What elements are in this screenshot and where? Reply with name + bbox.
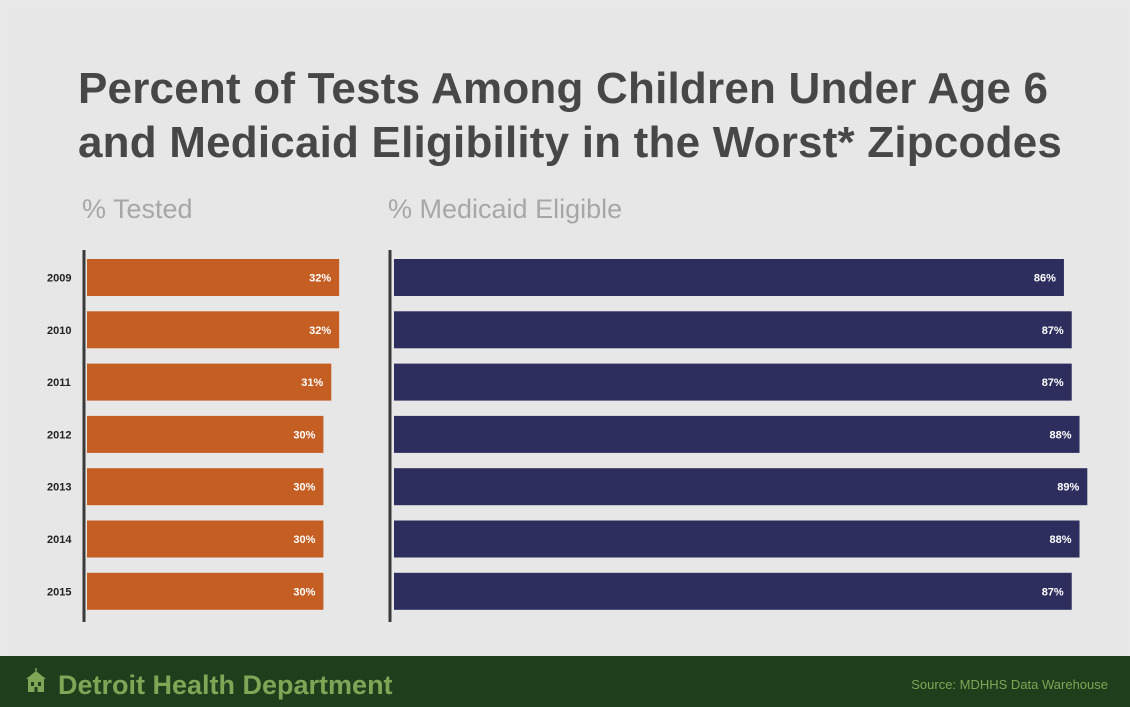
medicaid-panel-title: % Medicaid Eligible: [388, 194, 623, 224]
building-icon: [26, 668, 46, 692]
chart-title: Percent of Tests Among Children Under Ag…: [78, 62, 1118, 170]
chart-title-line-1: Percent of Tests Among Children Under Ag…: [78, 64, 1049, 113]
source-note: Source: MDHHS Data Warehouse: [911, 677, 1108, 692]
medicaid-value-label: 87%: [1042, 586, 1064, 598]
year-tick-label: 2013: [47, 482, 71, 494]
medicaid-value-label: 86%: [1034, 273, 1056, 285]
medicaid-value-label: 88%: [1049, 429, 1071, 441]
year-tick-label: 2015: [47, 586, 71, 598]
tested-value-label: 30%: [293, 534, 315, 546]
year-tick-label: 2011: [47, 377, 71, 389]
year-tick-label: 2010: [47, 325, 71, 337]
tested-value-label: 31%: [301, 377, 323, 389]
tested-value-label: 30%: [293, 482, 315, 494]
year-tick-label: 2012: [47, 429, 71, 441]
tested-value-label: 32%: [309, 273, 331, 285]
medicaid-bar-2014: [394, 520, 1080, 558]
medicaid-bar-2012: [394, 415, 1080, 453]
medicaid-value-label: 89%: [1057, 482, 1079, 494]
tested-bar-2013: [87, 468, 324, 506]
tested-bar-2012: [87, 415, 324, 453]
medicaid-value-label: 87%: [1042, 377, 1064, 389]
medicaid-bar-2009: [394, 259, 1064, 296]
tested-bar-2015: [87, 572, 324, 610]
year-tick-label: 2014: [47, 534, 72, 546]
chart-title-line-2: and Medicaid Eligibility in the Worst* Z…: [78, 118, 1063, 167]
tested-bar-2010: [87, 311, 340, 349]
medicaid-value-label: 87%: [1042, 325, 1064, 337]
tested-value-label: 30%: [293, 586, 315, 598]
footer-bar: [0, 656, 1130, 707]
medicaid-bar-2013: [394, 468, 1088, 506]
year-tick-label: 2009: [47, 273, 71, 285]
organization-name: Detroit Health Department: [58, 670, 393, 700]
medicaid-bar-2015: [394, 572, 1072, 610]
tested-bar-2009: [87, 259, 340, 296]
tested-bar-2014: [87, 520, 324, 558]
tested-bar-2011: [87, 363, 332, 401]
medicaid-value-label: 88%: [1049, 534, 1071, 546]
bar-charts: 32% 2009 32% 2010 31% 2011 30% 2012 30% 2013 30% 20…: [47, 250, 1088, 622]
tested-panel-title: % Tested: [82, 194, 193, 224]
tested-value-label: 30%: [293, 429, 315, 441]
tested-value-label: 32%: [309, 325, 331, 337]
medicaid-bar-2011: [394, 363, 1072, 401]
medicaid-bar-2010: [394, 311, 1072, 349]
